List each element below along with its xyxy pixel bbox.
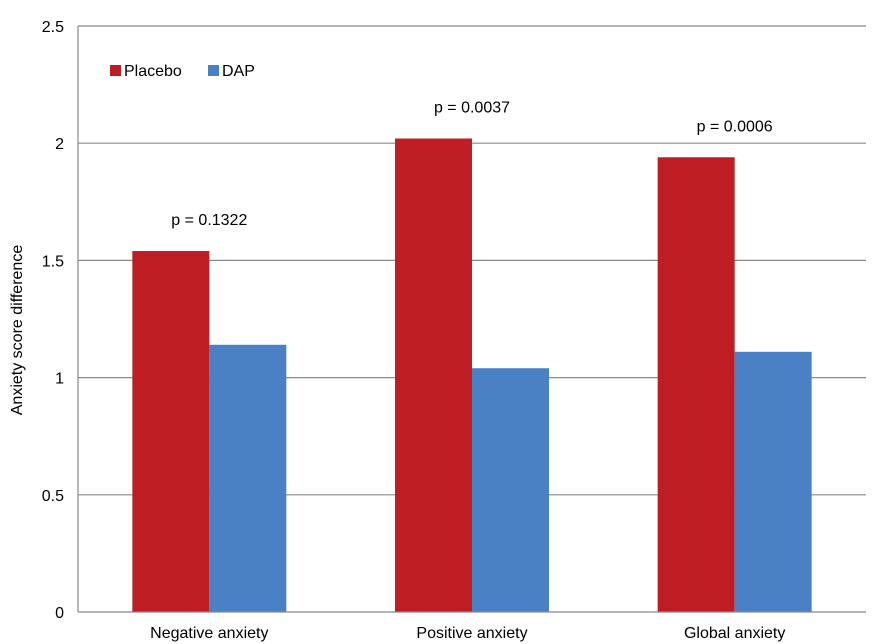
x-category-label: Positive anxiety	[416, 625, 527, 642]
bar-placebo-2	[395, 138, 472, 612]
bar-dap-1	[209, 344, 287, 612]
y-tick-label: 1.5	[42, 253, 64, 270]
p-value-annotation: p = 0.0037	[434, 100, 510, 117]
bar-dap-3	[734, 351, 812, 612]
x-category-labels: Negative anxiety Positive anxiety Global a…	[150, 625, 785, 642]
legend-swatch-dap	[208, 65, 219, 76]
y-axis-label: Anxiety score difference	[9, 245, 26, 416]
y-tick-label: 2	[55, 136, 64, 153]
x-category-label: Global anxiety	[684, 625, 785, 642]
legend-label-placebo: Placebo	[124, 63, 182, 80]
bar-placebo-3	[657, 157, 735, 612]
p-value-annotation: p = 0.1322	[171, 212, 247, 229]
bars	[132, 138, 812, 613]
y-tick-label: 0	[55, 605, 64, 622]
legend-swatch-placebo	[110, 65, 121, 76]
y-tick-label: 2.5	[42, 19, 64, 36]
axes	[77, 26, 866, 613]
legend-label-dap: DAP	[222, 63, 255, 80]
bar-dap-2	[472, 368, 549, 612]
bar-placebo-1	[132, 251, 210, 613]
x-category-label: Negative anxiety	[150, 625, 268, 642]
legend: Placebo DAP	[110, 63, 255, 80]
y-tick-label: 0.5	[42, 488, 64, 505]
p-value-annotation: p = 0.0006	[697, 118, 773, 135]
y-tick-label: 1	[55, 371, 64, 388]
p-value-annotations: p = 0.1322 p = 0.0037 p = 0.0006	[171, 100, 773, 230]
y-tick-labels: 0 0.5 1 1.5 2 2.5	[42, 19, 64, 622]
